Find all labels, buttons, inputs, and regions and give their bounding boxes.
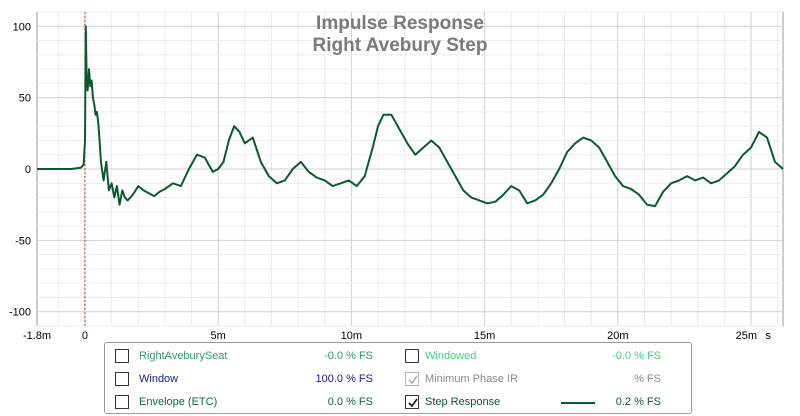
y-tick-label: 50	[19, 93, 31, 105]
chart-title: Impulse Response	[316, 13, 484, 34]
legend-item-window[interactable]: Window 100.0 % FS	[113, 369, 393, 391]
legend-label: Window	[139, 373, 179, 385]
legend-item-minimum-phase-ir[interactable]: Minimum Phase IR % FS	[401, 369, 691, 391]
series-line-step-response	[37, 25, 784, 208]
legend-item-step-response[interactable]: Step Response 0.2 % FS	[401, 392, 691, 414]
legend-checkbox[interactable]	[115, 395, 129, 409]
legend-row: Window 100.0 % FS Minimum Phase IR % FS	[105, 369, 691, 391]
impulse-response-chart: 100 50 0 -50 -100 -1.8m 0 5m 10m 15m 20m 25m s Impul…	[9, 11, 784, 340]
legend-label: Windowed	[425, 350, 477, 362]
x-tick-label: 25m	[736, 330, 757, 340]
x-tick-label: -1.8m	[23, 330, 51, 340]
legend-checkbox[interactable]	[115, 349, 129, 363]
legend-checkbox[interactable]	[405, 372, 419, 386]
chart-subtitle: Right Avebury Step	[313, 35, 488, 56]
legend-checkbox[interactable]	[115, 372, 129, 386]
legend-row: RightAveburySeat -0.0 % FS Windowed -0.0…	[105, 346, 691, 368]
legend-value: 0.2 % FS	[615, 396, 661, 408]
legend-value: 100.0 % FS	[315, 373, 373, 385]
legend-line-swatch	[561, 402, 595, 404]
x-tick-label: 20m	[607, 330, 628, 340]
x-tick-label: 10m	[341, 330, 362, 340]
legend-label: Step Response	[425, 396, 501, 408]
grid	[37, 11, 783, 327]
checkmark-icon	[408, 375, 418, 385]
legend-value: 0.0 % FS	[327, 396, 373, 408]
legend-checkbox[interactable]	[405, 395, 419, 409]
legend-item-windowed[interactable]: Windowed -0.0 % FS	[401, 346, 691, 368]
legend-value: -0.0 % FS	[612, 350, 661, 362]
legend-label: Minimum Phase IR	[425, 373, 518, 385]
x-tick-label: 0	[82, 330, 88, 340]
y-tick-label: -50	[15, 235, 31, 247]
legend-value: % FS	[634, 373, 661, 385]
legend-checkbox[interactable]	[405, 349, 419, 363]
legend-label: Envelope (ETC)	[139, 396, 218, 408]
legend-value: -0.0 % FS	[324, 350, 373, 362]
tick-labels: 100 50 0 -50 -100 -1.8m 0 5m 10m 15m 20m 25m s	[9, 21, 772, 340]
y-tick-label: 100	[13, 21, 31, 33]
legend-row: Envelope (ETC) 0.0 % FS Step Response 0.…	[105, 392, 691, 414]
y-tick-label: 0	[25, 164, 31, 176]
x-tick-label: s	[766, 330, 772, 340]
y-tick-label: -100	[9, 307, 31, 319]
x-tick-label: 5m	[211, 330, 226, 340]
checkmark-icon	[408, 398, 418, 408]
x-tick-label: 15m	[474, 330, 495, 340]
legend-panel: RightAveburySeat -0.0 % FS Windowed -0.0…	[104, 342, 692, 414]
legend-label: RightAveburySeat	[139, 350, 228, 362]
legend-item-rightaveburyseat[interactable]: RightAveburySeat -0.0 % FS	[113, 346, 393, 368]
legend-item-envelope-etc[interactable]: Envelope (ETC) 0.0 % FS	[113, 392, 393, 414]
